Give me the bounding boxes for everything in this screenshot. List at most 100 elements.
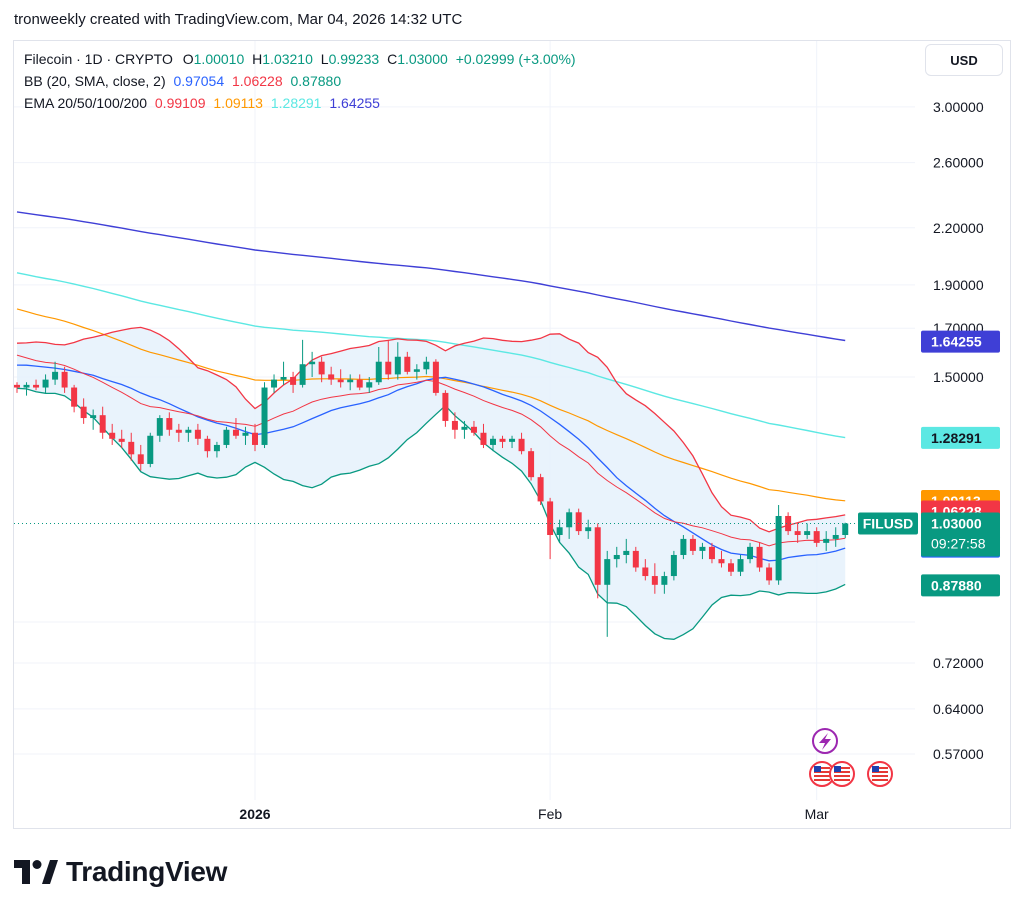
candle bbox=[766, 563, 773, 585]
candle bbox=[680, 534, 687, 560]
candle-body bbox=[451, 420, 458, 430]
legend-bb-label: BB (20, SMA, close, 2) bbox=[24, 73, 166, 89]
x-axis: 2026 Feb Mar bbox=[239, 806, 829, 822]
legend-bb-lower: 0.87880 bbox=[290, 73, 342, 89]
candle-body bbox=[213, 444, 220, 452]
flag-stripe bbox=[814, 775, 830, 777]
candle-body bbox=[728, 563, 734, 572]
bb-band-fill bbox=[17, 327, 846, 640]
candle bbox=[842, 522, 849, 539]
candle-body bbox=[642, 567, 649, 577]
candle bbox=[194, 423, 201, 445]
currency-button[interactable]: USD bbox=[925, 44, 1003, 76]
candle bbox=[547, 497, 554, 560]
candle bbox=[823, 531, 830, 551]
price-tags: 1.642551.282911.091131.062280.991090.970… bbox=[858, 330, 1000, 597]
ema100-line bbox=[16, 272, 846, 439]
legend-bb-row: BB (20, SMA, close, 2) 0.97054 1.06228 0… bbox=[24, 70, 576, 92]
candle-body bbox=[499, 438, 506, 442]
candle bbox=[756, 542, 763, 572]
candle-body bbox=[461, 426, 468, 430]
candle-body bbox=[356, 379, 363, 388]
candle bbox=[613, 546, 620, 568]
candle-body bbox=[80, 406, 87, 419]
candle-body bbox=[528, 451, 535, 478]
price-tag-label: 0.87880 bbox=[931, 577, 982, 593]
legend-ema200: 1.64255 bbox=[329, 95, 380, 111]
candle bbox=[33, 379, 40, 391]
candle bbox=[223, 426, 230, 449]
candle-body bbox=[604, 559, 611, 585]
candle-body bbox=[747, 546, 754, 560]
candle-body bbox=[109, 432, 116, 439]
candle-body bbox=[261, 387, 268, 445]
y-tick-label: 1.90000 bbox=[933, 277, 984, 293]
candle-body bbox=[99, 415, 106, 433]
candle bbox=[794, 523, 801, 543]
candle-body bbox=[708, 546, 715, 560]
candle-body bbox=[347, 379, 354, 383]
candle bbox=[242, 426, 249, 445]
candle bbox=[604, 550, 611, 637]
candle bbox=[90, 409, 97, 430]
candle-body bbox=[842, 523, 849, 535]
symbol-tag-label: FILUSD bbox=[863, 515, 914, 531]
candle-body bbox=[185, 429, 192, 433]
candle-body bbox=[14, 384, 20, 388]
flag-canton bbox=[814, 766, 821, 772]
candle-body bbox=[613, 554, 620, 560]
candle bbox=[280, 361, 287, 385]
ema200-line bbox=[16, 211, 846, 342]
price-tag-bg bbox=[921, 426, 1000, 449]
candle bbox=[394, 342, 401, 380]
candle-body bbox=[175, 429, 182, 433]
candle bbox=[585, 519, 592, 539]
candle bbox=[537, 473, 544, 506]
legend-low-label: L bbox=[320, 51, 329, 67]
candle bbox=[156, 415, 163, 442]
candle bbox=[42, 374, 49, 393]
candle-body bbox=[575, 512, 582, 532]
candle bbox=[509, 435, 516, 449]
candle-body bbox=[156, 418, 163, 436]
candle bbox=[261, 382, 268, 449]
price-tag-bg bbox=[921, 574, 1000, 597]
candle bbox=[166, 412, 173, 436]
legend-close-value: 1.03000 bbox=[397, 51, 448, 67]
candle bbox=[99, 406, 106, 439]
candle-body bbox=[337, 379, 344, 383]
candle-body bbox=[423, 361, 430, 370]
legend-high-value: 1.03210 bbox=[262, 51, 313, 67]
legend-change: +0.02999 (+3.00%) bbox=[455, 51, 576, 67]
y-tick-label: 0.64000 bbox=[933, 701, 984, 717]
candle-body bbox=[537, 477, 544, 502]
candle-body bbox=[442, 392, 449, 421]
legend-bb-upper: 1.06228 bbox=[232, 73, 283, 89]
legend-high-label: H bbox=[252, 51, 263, 67]
candle-body bbox=[480, 432, 487, 445]
candle bbox=[175, 423, 182, 442]
price-tag-label: 1.28291 bbox=[931, 430, 982, 446]
candle-body bbox=[509, 438, 516, 442]
candle-body bbox=[632, 550, 639, 568]
candle bbox=[775, 505, 782, 585]
flag-stripe bbox=[814, 779, 830, 781]
x-tick-label: Mar bbox=[805, 806, 829, 822]
flag-stripe bbox=[814, 767, 830, 769]
candle bbox=[375, 347, 382, 385]
candle-body bbox=[766, 567, 773, 581]
y-tick-label: 3.00000 bbox=[933, 99, 984, 115]
legend-ema-row: EMA 20/50/100/200 0.99109 1.09113 1.2829… bbox=[24, 92, 576, 114]
tradingview-brand[interactable]: TradingView bbox=[14, 856, 227, 888]
candle bbox=[594, 523, 601, 599]
candle bbox=[147, 432, 154, 468]
candle-body bbox=[290, 377, 297, 385]
candle-body bbox=[328, 374, 335, 380]
candle-body bbox=[394, 356, 401, 375]
candle-body bbox=[737, 559, 744, 572]
flag-canton bbox=[834, 766, 841, 772]
candle bbox=[785, 512, 792, 535]
candle-body bbox=[252, 432, 258, 445]
candle-body bbox=[594, 527, 601, 585]
